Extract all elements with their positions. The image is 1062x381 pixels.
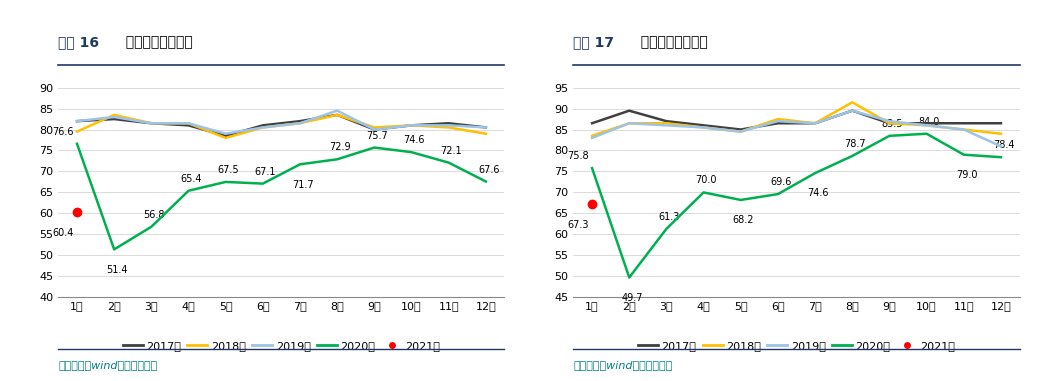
- Text: 图表 17: 图表 17: [573, 35, 615, 50]
- Text: 68.2: 68.2: [733, 215, 754, 225]
- Text: 65.4: 65.4: [181, 174, 202, 184]
- Text: 61.3: 61.3: [658, 212, 680, 222]
- Text: 49.7: 49.7: [621, 293, 643, 303]
- Text: 74.6: 74.6: [404, 135, 425, 145]
- Text: 78.7: 78.7: [844, 139, 866, 149]
- Text: 67.5: 67.5: [218, 165, 239, 175]
- Text: 75.7: 75.7: [366, 131, 388, 141]
- Text: 72.9: 72.9: [329, 142, 350, 152]
- Text: 67.1: 67.1: [255, 166, 276, 177]
- Text: 67.6: 67.6: [478, 165, 499, 174]
- Text: 69.6: 69.6: [770, 177, 791, 187]
- Text: 67.3: 67.3: [567, 220, 589, 231]
- Text: 图表 16: 图表 16: [58, 35, 100, 50]
- Text: 中国国航客座率。: 中国国航客座率。: [117, 35, 192, 50]
- Text: 78.4: 78.4: [993, 140, 1014, 150]
- Text: 79.0: 79.0: [956, 170, 977, 180]
- Text: 60.4: 60.4: [52, 228, 73, 239]
- Text: 资料来源：wind，华创证券。: 资料来源：wind，华创证券。: [573, 360, 672, 370]
- Text: 51.4: 51.4: [106, 265, 127, 275]
- Text: 71.7: 71.7: [292, 179, 313, 190]
- Text: 76.6: 76.6: [52, 127, 74, 137]
- Text: 83.5: 83.5: [881, 119, 903, 129]
- Text: 70.0: 70.0: [696, 176, 717, 186]
- Text: 74.6: 74.6: [807, 188, 828, 199]
- Legend: 2017年, 2018年, 2019年, 2020年, 2021年: 2017年, 2018年, 2019年, 2020年, 2021年: [118, 336, 445, 355]
- Text: 资料来源：wind，华创证券。: 资料来源：wind，华创证券。: [58, 360, 157, 370]
- Text: 84.0: 84.0: [919, 117, 940, 127]
- Text: 72.1: 72.1: [441, 146, 462, 156]
- Text: 56.8: 56.8: [143, 210, 165, 220]
- Legend: 2017年, 2018年, 2019年, 2020年, 2021年: 2017年, 2018年, 2019年, 2020年, 2021年: [633, 336, 960, 355]
- Text: 吉祥航空客座率。: 吉祥航空客座率。: [632, 35, 707, 50]
- Text: 75.8: 75.8: [567, 151, 589, 161]
